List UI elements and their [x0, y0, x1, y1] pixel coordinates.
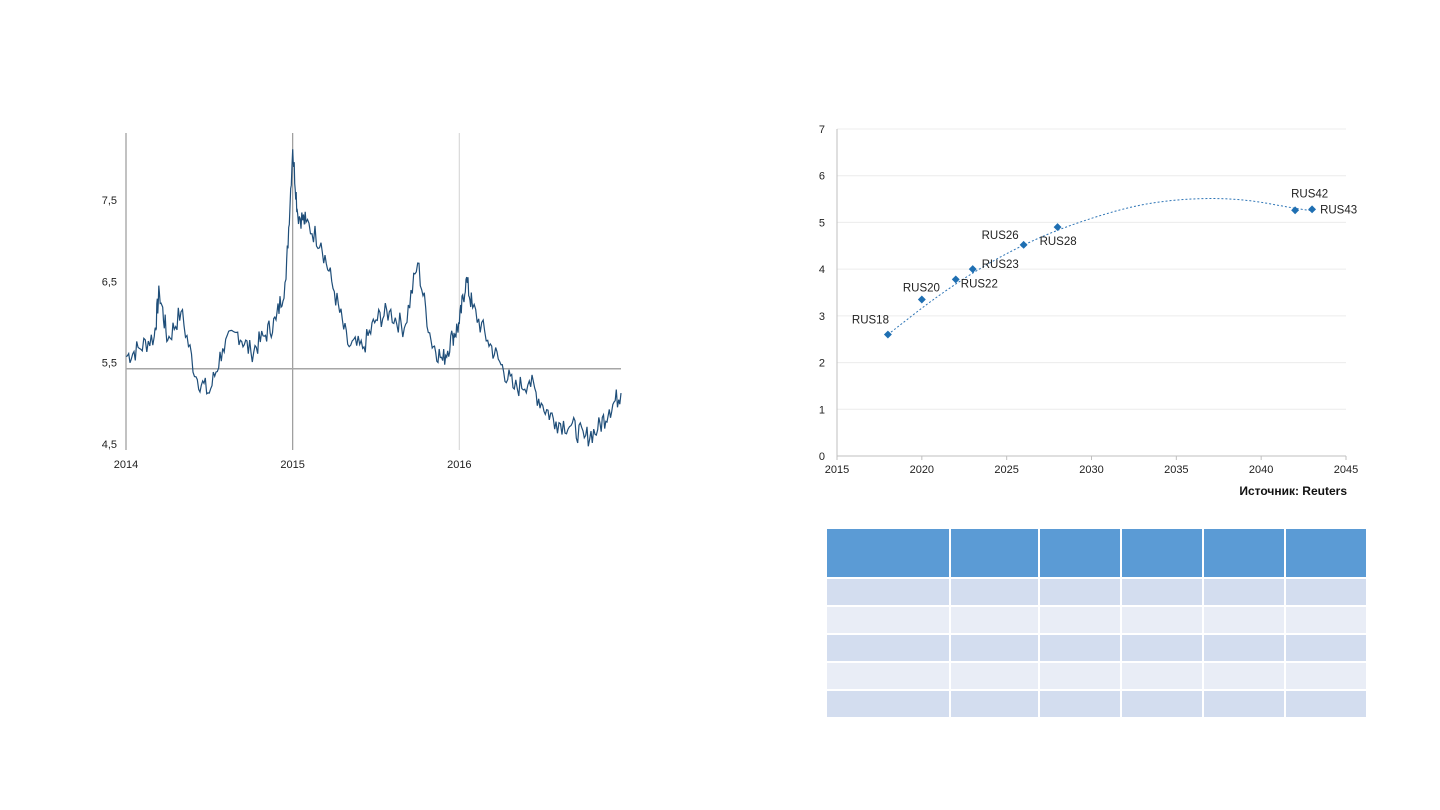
table-row: [825, 577, 1368, 607]
table-cell: [825, 633, 951, 663]
table-header-row: [825, 527, 1368, 579]
table-cell: [1284, 633, 1368, 663]
x-tick-label: 2025: [994, 464, 1018, 476]
y-tick-label: 6,5: [102, 276, 117, 288]
y-tick-label: 2: [819, 358, 825, 370]
point-label: RUS18: [852, 315, 889, 327]
data-table: [825, 527, 1368, 719]
point-label: RUS43: [1320, 204, 1357, 216]
y-tick-label: 4: [819, 264, 825, 276]
table-cell: [1038, 633, 1122, 663]
x-tick-label: 2035: [1164, 464, 1188, 476]
table-cell: [1202, 605, 1286, 635]
table-cell: [1120, 577, 1204, 607]
x-tick-label: 2040: [1249, 464, 1273, 476]
y-tick-label: 7,5: [102, 195, 117, 207]
table-cell: [949, 577, 1040, 607]
x-tick-label: 2020: [910, 464, 934, 476]
table-cell: [1202, 689, 1286, 719]
x-tick-label: 2015: [280, 459, 304, 471]
table-cell: [1202, 661, 1286, 691]
table-cell: [1284, 605, 1368, 635]
x-tick-label: 2030: [1079, 464, 1103, 476]
table-cell: [1284, 577, 1368, 607]
y-tick-label: 3: [819, 311, 825, 323]
y-tick-label: 1: [819, 404, 825, 416]
x-tick-label: 2045: [1334, 464, 1358, 476]
data-point: [968, 265, 977, 274]
table-row: [825, 633, 1368, 663]
table-cell: [1284, 689, 1368, 719]
x-tick-label: 2014: [114, 459, 138, 471]
table-cell: [825, 577, 951, 607]
data-point: [1308, 205, 1317, 214]
header-cell: [1120, 527, 1204, 579]
table-row: [825, 689, 1368, 719]
table-row: [825, 661, 1368, 691]
point-label: RUS22: [961, 278, 998, 290]
data-point: [1053, 223, 1062, 232]
table-cell: [1038, 689, 1122, 719]
header-cell: [1038, 527, 1122, 579]
data-point: [917, 295, 926, 304]
point-label: RUS26: [982, 230, 1019, 242]
point-label: RUS20: [903, 283, 940, 295]
x-tick-label: 2016: [447, 459, 471, 471]
data-point: [951, 275, 960, 284]
y-tick-label: 7: [819, 124, 825, 136]
source-note: Источник: Reuters: [1239, 484, 1347, 498]
table-cell: [1202, 577, 1286, 607]
header-cell: [949, 527, 1040, 579]
table-cell: [825, 689, 951, 719]
trendline: [887, 198, 1313, 335]
y-tick-label: 5,5: [102, 358, 117, 370]
x-tick-label: 2015: [825, 464, 849, 476]
header-cell: [1284, 527, 1368, 579]
table-cell: [949, 661, 1040, 691]
point-label: RUS23: [982, 259, 1019, 271]
table-cell: [949, 605, 1040, 635]
table-cell: [1202, 633, 1286, 663]
data-point: [883, 330, 892, 339]
table-cell: [1284, 661, 1368, 691]
point-label: RUS28: [1040, 236, 1077, 248]
table-cell: [949, 633, 1040, 663]
y-tick-label: 0: [819, 451, 825, 463]
table-cell: [1038, 577, 1122, 607]
header-cell: [1202, 527, 1286, 579]
table-cell: [1038, 661, 1122, 691]
y-tick-label: 4,5: [102, 439, 117, 451]
yield-curve-chart: RUS18 RUS20 RUS22 RUS23 RUS26 RUS28 RUS42 RUS43…: [819, 124, 1358, 476]
table-cell: [825, 605, 951, 635]
y-tick-label: 5: [819, 217, 825, 229]
table-cell: [1120, 689, 1204, 719]
table-cell: [1120, 633, 1204, 663]
point-label: RUS42: [1291, 188, 1328, 200]
table-cell: [1120, 661, 1204, 691]
data-point: [1291, 206, 1300, 215]
table-cell: [949, 689, 1040, 719]
y-tick-label: 6: [819, 171, 825, 183]
table-cell: [825, 661, 951, 691]
data-point: [1019, 240, 1028, 249]
table-cell: [1038, 605, 1122, 635]
yield-history-chart: 2014 2015 2016 4,5 5,5 6,5 7,5: [102, 133, 622, 471]
table-row: [825, 605, 1368, 635]
header-cell: [825, 527, 951, 579]
table-cell: [1120, 605, 1204, 635]
yield-series-line: [125, 149, 622, 447]
